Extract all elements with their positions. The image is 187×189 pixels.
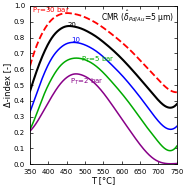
Text: 20: 20 (68, 22, 77, 28)
Text: P$_T$=2 bar: P$_T$=2 bar (70, 77, 103, 87)
Text: CMR ($\hat{\delta}_{Pd/Au}$=5 μm): CMR ($\hat{\delta}_{Pd/Au}$=5 μm) (101, 9, 174, 25)
Text: 10: 10 (71, 37, 80, 43)
Y-axis label: Δ-index [-]: Δ-index [-] (4, 63, 13, 107)
Text: P$_T$=30 bar: P$_T$=30 bar (32, 6, 70, 16)
Text: P$_T$=5 bar: P$_T$=5 bar (81, 55, 115, 65)
X-axis label: T [°C]: T [°C] (91, 177, 116, 186)
